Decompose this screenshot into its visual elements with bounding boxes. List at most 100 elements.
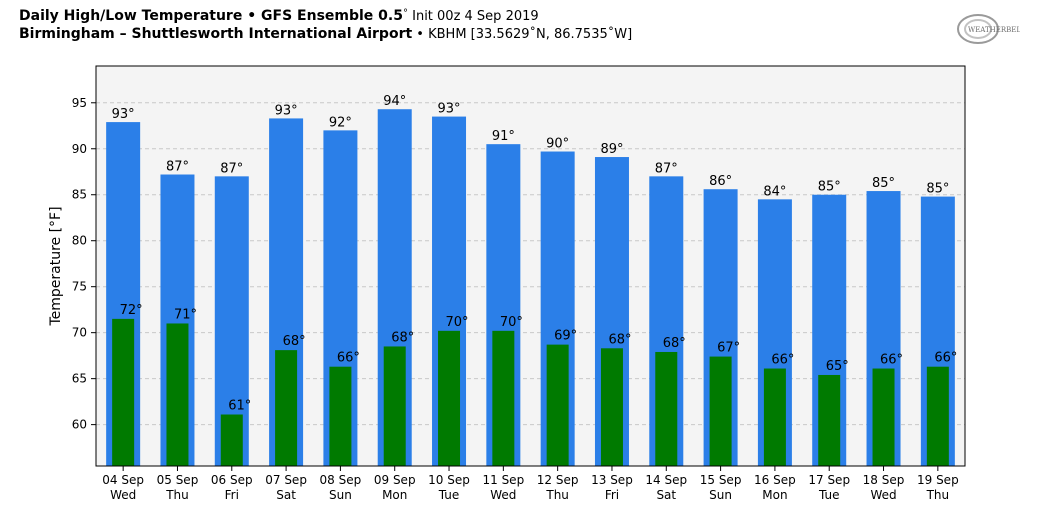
low-data-label: 70° bbox=[446, 315, 469, 330]
high-data-label: 89° bbox=[600, 142, 623, 157]
x-tick-date: 15 Sep bbox=[700, 473, 742, 487]
title-line-2: Birmingham – Shuttlesworth International… bbox=[19, 26, 632, 43]
low-data-label: 68° bbox=[391, 330, 414, 345]
y-tick-label: 75 bbox=[72, 280, 87, 294]
high-data-label: 94° bbox=[383, 94, 406, 109]
plot-frame bbox=[95, 65, 966, 467]
y-tick-label: 85 bbox=[72, 188, 87, 202]
x-tick-day: Mon bbox=[382, 488, 407, 502]
high-data-label: 84° bbox=[763, 184, 786, 199]
low-bar bbox=[166, 323, 189, 466]
low-bar bbox=[763, 368, 786, 466]
x-tick-date: 12 Sep bbox=[537, 473, 579, 487]
high-data-label: 87° bbox=[220, 161, 243, 176]
title-line-1: Daily High/Low Temperature • GFS Ensembl… bbox=[19, 8, 632, 26]
x-tick-date: 19 Sep bbox=[917, 473, 959, 487]
y-tick-label: 90 bbox=[72, 142, 87, 156]
y-tick-label: 95 bbox=[72, 96, 87, 110]
y-tick-label: 65 bbox=[72, 372, 87, 386]
x-tick-day: Fri bbox=[225, 488, 239, 502]
low-bar bbox=[655, 351, 678, 466]
x-tick-day: Mon bbox=[762, 488, 787, 502]
y-tick-label: 80 bbox=[72, 234, 87, 248]
x-tick-day: Wed bbox=[870, 488, 896, 502]
low-bar bbox=[112, 318, 135, 466]
low-data-label: 72° bbox=[120, 303, 143, 318]
low-data-label: 68° bbox=[663, 336, 686, 351]
chart-header: Daily High/Low Temperature • GFS Ensembl… bbox=[19, 8, 632, 43]
low-data-label: 70° bbox=[500, 315, 523, 330]
x-tick-day: Tue bbox=[818, 488, 840, 502]
low-data-label: 66° bbox=[337, 351, 360, 366]
x-tick-date: 06 Sep bbox=[211, 473, 253, 487]
low-data-label: 68° bbox=[283, 334, 306, 349]
chart-title: Daily High/Low Temperature • GFS Ensembl… bbox=[19, 8, 403, 24]
low-data-label: 66° bbox=[771, 353, 794, 368]
high-data-label: 87° bbox=[166, 160, 189, 175]
x-tick-day: Tue bbox=[438, 488, 460, 502]
high-data-label: 92° bbox=[329, 115, 352, 130]
station-name: Birmingham – Shuttlesworth International… bbox=[19, 26, 413, 42]
low-bar bbox=[329, 366, 352, 466]
low-bar bbox=[383, 346, 406, 466]
x-tick-date: 09 Sep bbox=[374, 473, 416, 487]
init-time: Init 00z 4 Sep 2019 bbox=[407, 9, 539, 24]
low-bar bbox=[438, 330, 461, 466]
high-data-label: 86° bbox=[709, 174, 732, 189]
low-data-label: 71° bbox=[174, 307, 197, 322]
high-data-label: 90° bbox=[546, 137, 569, 152]
x-tick-day: Sun bbox=[329, 488, 352, 502]
low-bar bbox=[600, 348, 623, 466]
high-data-label: 93° bbox=[275, 103, 298, 118]
low-data-label: 67° bbox=[717, 341, 740, 356]
low-data-label: 66° bbox=[934, 351, 957, 366]
x-tick-date: 04 Sep bbox=[102, 473, 144, 487]
x-tick-date: 17 Sep bbox=[808, 473, 850, 487]
low-bar bbox=[492, 330, 515, 466]
station-coords: • KBHM [33.5629˚N, 86.7535˚W] bbox=[412, 27, 633, 42]
high-data-label: 85° bbox=[818, 180, 841, 195]
low-data-label: 65° bbox=[826, 359, 849, 374]
x-tick-day: Sun bbox=[709, 488, 732, 502]
weatherbell-logo: WEATHERBELL bbox=[956, 12, 1026, 46]
x-tick-day: Fri bbox=[605, 488, 619, 502]
x-tick-date: 05 Sep bbox=[157, 473, 199, 487]
x-tick-date: 13 Sep bbox=[591, 473, 633, 487]
x-tick-day: Thu bbox=[926, 488, 950, 502]
x-tick-day: Thu bbox=[165, 488, 189, 502]
x-tick-date: 07 Sep bbox=[265, 473, 307, 487]
x-tick-date: 10 Sep bbox=[428, 473, 470, 487]
x-tick-date: 14 Sep bbox=[645, 473, 687, 487]
x-tick-date: 18 Sep bbox=[863, 473, 905, 487]
low-data-label: 69° bbox=[554, 329, 577, 344]
high-data-label: 87° bbox=[655, 161, 678, 176]
low-bar bbox=[926, 366, 949, 466]
low-bar bbox=[818, 374, 841, 466]
high-data-label: 85° bbox=[926, 182, 949, 197]
title-degree: ° bbox=[402, 8, 408, 19]
x-tick-day: Sat bbox=[656, 488, 676, 502]
y-axis-label: Temperature [°F] bbox=[48, 206, 64, 326]
low-bar bbox=[546, 344, 569, 466]
x-tick-day: Wed bbox=[490, 488, 516, 502]
low-bar bbox=[709, 356, 732, 466]
x-tick-date: 16 Sep bbox=[754, 473, 796, 487]
high-data-label: 85° bbox=[872, 176, 895, 191]
low-data-label: 61° bbox=[228, 399, 251, 414]
x-tick-day: Wed bbox=[110, 488, 136, 502]
y-tick-label: 60 bbox=[72, 418, 87, 432]
x-tick-date: 08 Sep bbox=[320, 473, 362, 487]
low-data-label: 68° bbox=[608, 332, 631, 347]
x-tick-date: 11 Sep bbox=[482, 473, 524, 487]
low-bar bbox=[872, 368, 895, 466]
high-data-label: 93° bbox=[438, 102, 461, 117]
high-data-label: 91° bbox=[492, 129, 515, 144]
x-tick-day: Thu bbox=[545, 488, 569, 502]
logo-icon: WEATHERBELL bbox=[957, 14, 1026, 44]
low-bar bbox=[220, 414, 243, 466]
x-tick-day: Sat bbox=[276, 488, 296, 502]
low-data-label: 66° bbox=[880, 353, 903, 368]
y-tick-label: 70 bbox=[72, 326, 87, 340]
high-data-label: 93° bbox=[112, 107, 135, 122]
